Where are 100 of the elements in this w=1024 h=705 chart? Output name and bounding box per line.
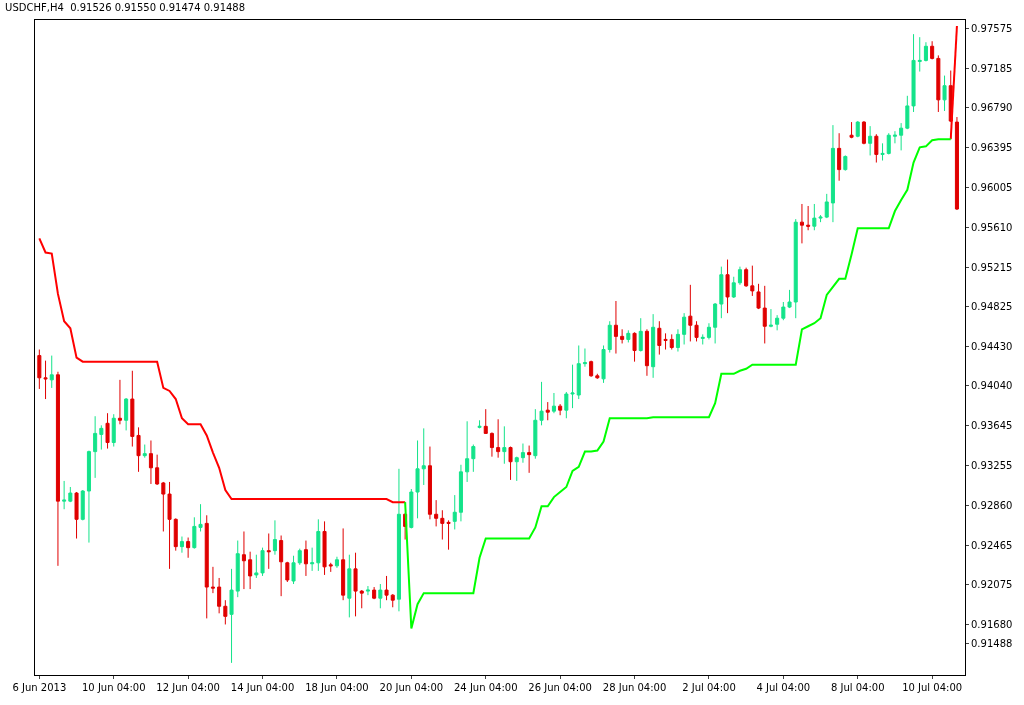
y-tick-label: 0.91488 <box>971 638 1013 650</box>
candlestick <box>762 285 767 344</box>
candlestick <box>768 308 773 328</box>
x-tick-label: 26 Jun 04:00 <box>528 682 592 693</box>
candlestick <box>626 329 631 343</box>
candlestick <box>595 373 600 380</box>
candlestick <box>886 132 891 155</box>
candlestick <box>99 424 104 451</box>
candlestick <box>638 317 643 353</box>
candlestick <box>458 464 463 522</box>
candlestick <box>601 344 606 384</box>
candlestick <box>303 540 308 577</box>
candlestick <box>824 193 829 219</box>
candlestick <box>558 403 563 416</box>
candlestick <box>644 328 649 377</box>
candlestick <box>874 133 879 164</box>
candlestick <box>328 562 333 573</box>
candlestick <box>868 125 873 156</box>
candlestick <box>502 425 507 465</box>
candlestick <box>117 379 122 425</box>
candlestick <box>936 54 941 113</box>
y-tick-label: 0.92465 <box>971 539 1013 551</box>
candlestick <box>589 360 594 378</box>
candlestick <box>651 313 656 379</box>
candlestick <box>917 36 922 73</box>
candlestick <box>155 454 160 486</box>
y-tick-label: 0.96395 <box>971 142 1013 154</box>
candlestick <box>347 554 352 618</box>
candlestick <box>737 266 742 286</box>
candlestick <box>316 518 321 572</box>
candlestick <box>923 41 928 62</box>
candlestick <box>272 519 277 556</box>
y-tick-label: 0.92860 <box>971 499 1013 511</box>
candlestick <box>124 397 129 431</box>
x-tick-label: 2 Jul 04:00 <box>682 682 736 693</box>
candlestick <box>892 130 897 144</box>
candlestick <box>434 499 439 527</box>
candlestick <box>744 267 749 288</box>
candlestick <box>471 444 476 473</box>
candlestick <box>855 120 860 138</box>
y-tick-label: 0.92075 <box>971 579 1013 591</box>
candlestick <box>477 419 482 429</box>
candlestick <box>899 122 904 151</box>
y-tick-label: 0.97185 <box>971 62 1013 74</box>
candlestick <box>235 540 240 598</box>
y-tick-label: 0.94825 <box>971 301 1013 313</box>
candlestick <box>483 408 488 434</box>
candlestick <box>266 532 271 570</box>
candlestick <box>942 75 947 112</box>
y-tick-label: 0.95215 <box>971 261 1013 273</box>
candlestick <box>731 276 736 299</box>
candlestick <box>204 514 209 619</box>
candlestick <box>452 494 457 530</box>
candlestick <box>142 444 147 459</box>
candlestick <box>421 427 426 486</box>
candlestick <box>669 333 674 351</box>
candlestick <box>390 593 395 608</box>
candlestick <box>489 431 494 458</box>
y-tick-label: 0.94040 <box>971 380 1013 392</box>
x-tick-label: 14 Jun 04:00 <box>230 682 295 693</box>
candlestick <box>576 344 581 400</box>
candlestick <box>186 537 191 559</box>
x-tick-label: 8 Jul 04:00 <box>830 682 885 693</box>
candlestick <box>930 40 935 60</box>
candlestick <box>520 443 525 464</box>
x-tick-label: 20 Jun 04:00 <box>379 682 444 693</box>
candlestick <box>607 320 612 354</box>
x-tick-label: 28 Jun 04:00 <box>602 682 667 693</box>
candlestick <box>372 586 377 600</box>
candlestick <box>725 259 730 314</box>
candlestick <box>706 322 711 340</box>
y-tick-label: 0.97575 <box>971 23 1013 35</box>
candlestick <box>334 556 339 569</box>
candlestick <box>496 418 501 459</box>
y-tick-label: 0.94430 <box>971 340 1013 352</box>
candlestick <box>173 517 178 552</box>
candlestick <box>55 371 60 567</box>
candlestick <box>799 203 804 244</box>
candlestick <box>527 445 532 474</box>
candlestick <box>111 413 116 448</box>
candlestick <box>830 124 835 223</box>
x-tick-label: 24 Jun 04:00 <box>453 682 518 693</box>
y-tick-label: 0.93255 <box>971 459 1013 471</box>
candlestick <box>384 575 389 601</box>
candlestick <box>365 585 370 596</box>
x-tick-label: 10 Jun 04:00 <box>81 682 146 693</box>
candlestick <box>861 120 866 145</box>
candlestick <box>427 446 432 520</box>
candlestick <box>675 328 680 353</box>
candlestick <box>849 121 854 139</box>
candlestick <box>682 312 687 345</box>
candlestick <box>793 218 798 319</box>
x-tick-label: 6 Jun 2013 <box>12 682 67 693</box>
candlestick <box>378 583 383 609</box>
candlestick <box>148 439 153 485</box>
candlestick <box>68 486 73 503</box>
x-tick-label: 12 Jun 04:00 <box>156 682 220 693</box>
chart-title: USDCHF,H4 0.91526 0.91550 0.91474 0.91488 <box>5 1 246 13</box>
candlestick <box>719 266 724 319</box>
candlestick <box>297 548 302 566</box>
